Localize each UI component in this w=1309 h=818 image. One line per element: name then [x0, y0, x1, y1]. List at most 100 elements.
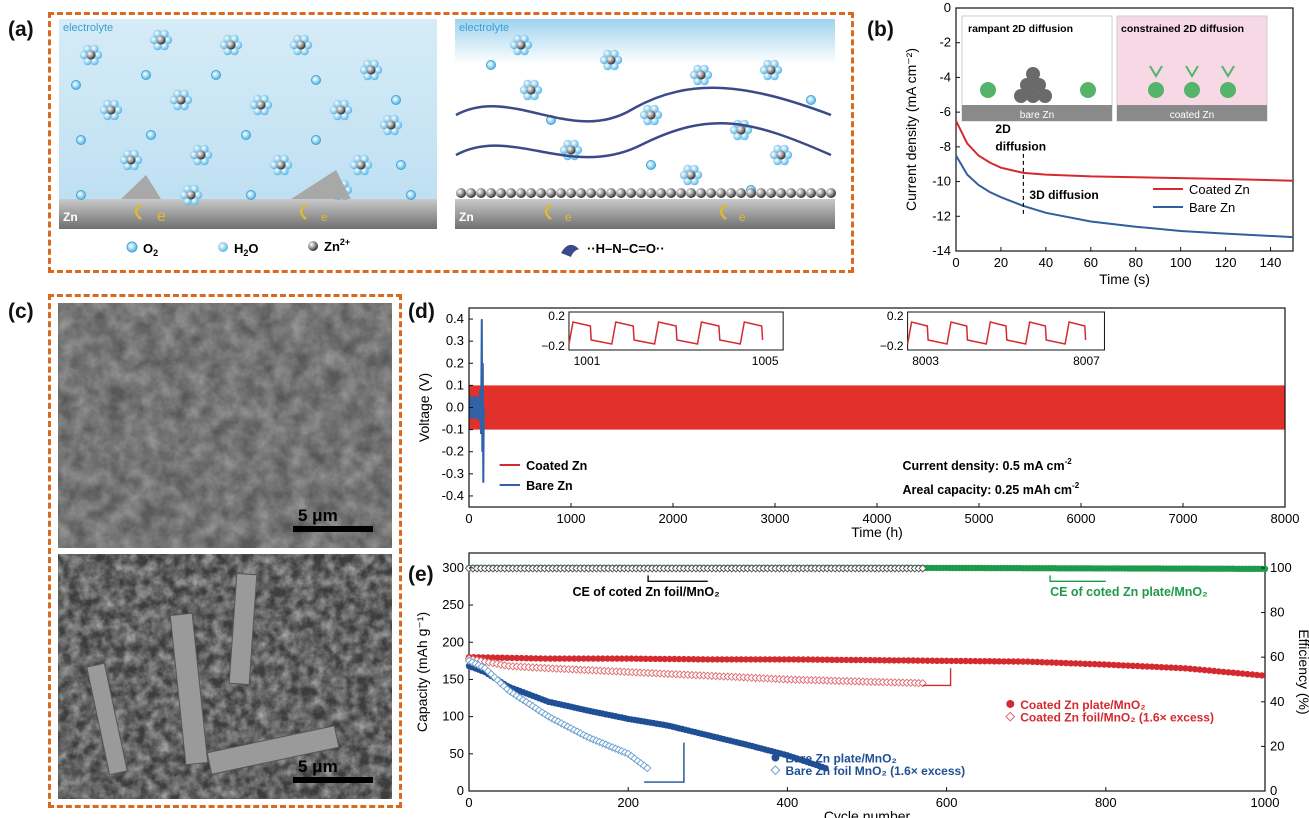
- data-point: [590, 655, 597, 662]
- data-point: [633, 655, 640, 662]
- solvated-zn-ion: [329, 99, 353, 121]
- x-tick-label: 4000: [863, 511, 892, 526]
- x-tick-label: 8000: [1271, 511, 1300, 526]
- y2-tick-label: 60: [1270, 649, 1284, 664]
- oxygen-molecule: [396, 160, 406, 170]
- water-molecule: [729, 125, 739, 135]
- legend-marker: [1006, 699, 1015, 708]
- data-point: [643, 763, 652, 773]
- panel-label-c: (c): [8, 300, 34, 323]
- oxygen-molecule: [391, 95, 401, 105]
- oxygen-molecule: [211, 70, 221, 80]
- legend-label: Coated Zn: [526, 459, 587, 473]
- water-molecule: [99, 105, 109, 115]
- oxygen-molecule: [406, 190, 416, 200]
- polymer-legend-icon: [561, 244, 579, 257]
- data-point: [1062, 659, 1070, 667]
- data-point: [972, 657, 979, 665]
- zn-ion: [106, 105, 116, 115]
- data-point: [776, 656, 783, 663]
- data-point: [609, 655, 616, 662]
- data-point: [1120, 662, 1127, 669]
- zn-ion: [356, 160, 366, 170]
- deposited-zn-atom: [596, 188, 606, 198]
- data-point: [976, 658, 984, 665]
- zn-adatom: [1220, 82, 1236, 98]
- data-point: [1172, 664, 1179, 671]
- panel-label-e: (e): [408, 563, 434, 586]
- y-axis-label: Current density (mA cm⁻²): [903, 48, 919, 211]
- water-molecule: [653, 110, 663, 120]
- data-point: [824, 656, 831, 663]
- data-point: [876, 657, 883, 664]
- solvated-zn-ion: [289, 34, 313, 56]
- legend-label: Coated Zn foil/MnO₂ (1.6× excess): [1020, 711, 1214, 725]
- deposition-arrow: [1185, 65, 1199, 78]
- data-point: [790, 656, 797, 663]
- inset-left-substrate: [962, 105, 1112, 121]
- water-molecule: [343, 105, 353, 115]
- zn-adatom: [1080, 82, 1096, 98]
- solvated-zn-ion: [79, 44, 103, 66]
- chart-e-frame: [468, 552, 1266, 792]
- inset-x-tick-label: 1001: [574, 354, 601, 368]
- deposited-zn-atom: [666, 188, 676, 198]
- x-tick-label: 3000: [761, 511, 790, 526]
- deposited-zn-atom: [796, 188, 806, 198]
- data-point: [709, 656, 716, 663]
- data-point: [742, 656, 750, 663]
- data-point: [1253, 671, 1261, 679]
- data-point: [924, 657, 931, 664]
- water-molecule: [769, 150, 779, 160]
- deposited-zn-atom: [556, 188, 566, 198]
- y-tick-label: 200: [442, 634, 464, 649]
- coated-arrow: [922, 668, 952, 687]
- water-molecule: [349, 160, 359, 170]
- zn-label-right: Zn: [459, 210, 474, 224]
- solvated-zn-ion: [519, 79, 543, 101]
- current-density-annotation: Current density: 0.5 mA cm-2: [903, 457, 1073, 473]
- solvated-zn-ion: [359, 59, 383, 81]
- y2-tick-label: 0: [1270, 783, 1277, 798]
- x-tick-label: 120: [1215, 255, 1237, 270]
- data-point: [822, 765, 829, 772]
- data-point: [1201, 666, 1208, 674]
- solvated-zn-ion: [689, 64, 713, 86]
- y-tick-label: 0.1: [446, 377, 464, 392]
- x-tick-label: 60: [1084, 255, 1098, 270]
- water-molecule: [193, 190, 203, 200]
- water-molecule: [693, 170, 703, 180]
- electrolyte-label-right: electrolyte: [459, 22, 509, 34]
- y-tick-label: 300: [442, 560, 464, 575]
- solvated-zn-ion: [149, 29, 173, 51]
- y2-tick-label: 20: [1270, 738, 1284, 753]
- data-point: [585, 655, 592, 662]
- sem-image-coated: 5 μm: [58, 303, 392, 548]
- data-point: [1163, 664, 1170, 671]
- x-tick-label: 400: [777, 795, 799, 810]
- zn-ion: [226, 40, 236, 50]
- x-tick-label: 6000: [1067, 511, 1096, 526]
- y-tick-label: -0.2: [442, 444, 464, 459]
- y2-tick-label: 40: [1270, 694, 1284, 709]
- chart-b-frame: [955, 7, 1294, 252]
- annotation-3d: 3D diffusion: [1029, 188, 1098, 202]
- zn-ion: [686, 170, 696, 180]
- data-point: [919, 657, 926, 664]
- data-point: [532, 655, 540, 662]
- y-tick-label: -8: [939, 139, 951, 154]
- y2-axis-label: Efficiency (%): [1296, 629, 1309, 714]
- inset-y-tick-label: 0.2: [548, 309, 565, 323]
- data-point: [1148, 663, 1156, 670]
- inset-cycles-1001-1005: 0.2 −0.2 1001 1005: [541, 309, 784, 368]
- annotation-ce-plate: CE of coted Zn plate/MnO₂: [1050, 585, 1208, 599]
- water-molecule: [559, 145, 569, 155]
- data-point: [637, 655, 645, 662]
- series-band-coated-zn: [469, 385, 1285, 430]
- water-molecule: [179, 190, 189, 200]
- series-5-markers: [464, 564, 927, 573]
- data-point: [1220, 668, 1227, 676]
- data-point: [1230, 669, 1237, 676]
- data-point: [962, 657, 969, 665]
- data-point: [1034, 658, 1041, 666]
